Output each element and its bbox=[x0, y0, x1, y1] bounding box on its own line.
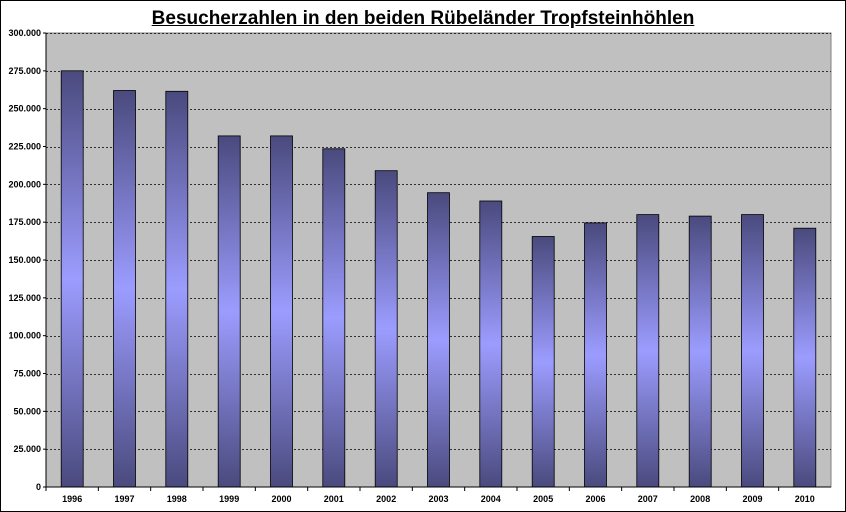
bar-2007 bbox=[636, 214, 660, 488]
bar-2002 bbox=[374, 170, 398, 488]
x-tick-label-2002: 2002 bbox=[376, 494, 396, 504]
bar-2001 bbox=[322, 148, 346, 488]
y-tick-label-4: 100.000 bbox=[8, 331, 41, 341]
bar-1997 bbox=[113, 90, 136, 488]
y-tick-label-11: 275.000 bbox=[8, 66, 41, 76]
x-tick-label-2009: 2009 bbox=[742, 494, 762, 504]
x-tick-label-1998: 1998 bbox=[167, 494, 187, 504]
y-tick-label-1: 25.000 bbox=[13, 444, 41, 454]
bar-2000 bbox=[270, 135, 293, 488]
bar-1999 bbox=[217, 135, 241, 488]
y-tick-label-10: 250.000 bbox=[8, 104, 41, 114]
chart-title: Besucherzahlen in den beiden Rübeländer … bbox=[151, 8, 695, 29]
x-tick-label-2006: 2006 bbox=[585, 494, 605, 504]
y-tick-label-7: 175.000 bbox=[8, 217, 41, 227]
bar-2003 bbox=[427, 192, 450, 488]
y-tick-label-0: 0 bbox=[36, 482, 41, 492]
bar-2009 bbox=[741, 214, 764, 488]
y-tick-labels: 0 25.000 50.000 75.000 100.000 125.000 150.000… bbox=[8, 28, 46, 492]
x-tick-label-1996: 1996 bbox=[62, 494, 82, 504]
bar-2005 bbox=[531, 236, 555, 488]
bar-2008 bbox=[688, 215, 712, 488]
bar-2004 bbox=[479, 200, 503, 488]
y-tick-label-12: 300.000 bbox=[8, 28, 41, 38]
x-tick-label-2010: 2010 bbox=[795, 494, 815, 504]
x-tick-label-2004: 2004 bbox=[481, 494, 501, 504]
bar-2010 bbox=[793, 227, 817, 488]
bar-1996 bbox=[60, 70, 84, 488]
x-tick-label-2007: 2007 bbox=[638, 494, 658, 504]
y-tick-label-3: 75.000 bbox=[13, 369, 41, 379]
y-tick-label-2: 50.000 bbox=[13, 406, 41, 416]
x-tick-labels: 1996 1997 1998 1999 2000 2001 2002 2003 2004 2005… bbox=[62, 494, 815, 504]
x-tick-label-1999: 1999 bbox=[219, 494, 239, 504]
y-tick-label-6: 150.000 bbox=[8, 255, 41, 265]
x-tick-label-2003: 2003 bbox=[428, 494, 448, 504]
bar-1998 bbox=[165, 90, 189, 488]
x-tick-label-2008: 2008 bbox=[690, 494, 710, 504]
bar-2006 bbox=[584, 222, 607, 488]
y-tick-label-9: 225.000 bbox=[8, 142, 41, 152]
x-tick-label-2001: 2001 bbox=[324, 494, 344, 504]
bars bbox=[60, 70, 817, 488]
y-tick-label-5: 125.000 bbox=[8, 293, 41, 303]
x-tick-label-2005: 2005 bbox=[533, 494, 553, 504]
y-tick-label-8: 200.000 bbox=[8, 179, 41, 189]
x-tick-label-1997: 1997 bbox=[114, 494, 134, 504]
x-tick-label-2000: 2000 bbox=[271, 494, 291, 504]
